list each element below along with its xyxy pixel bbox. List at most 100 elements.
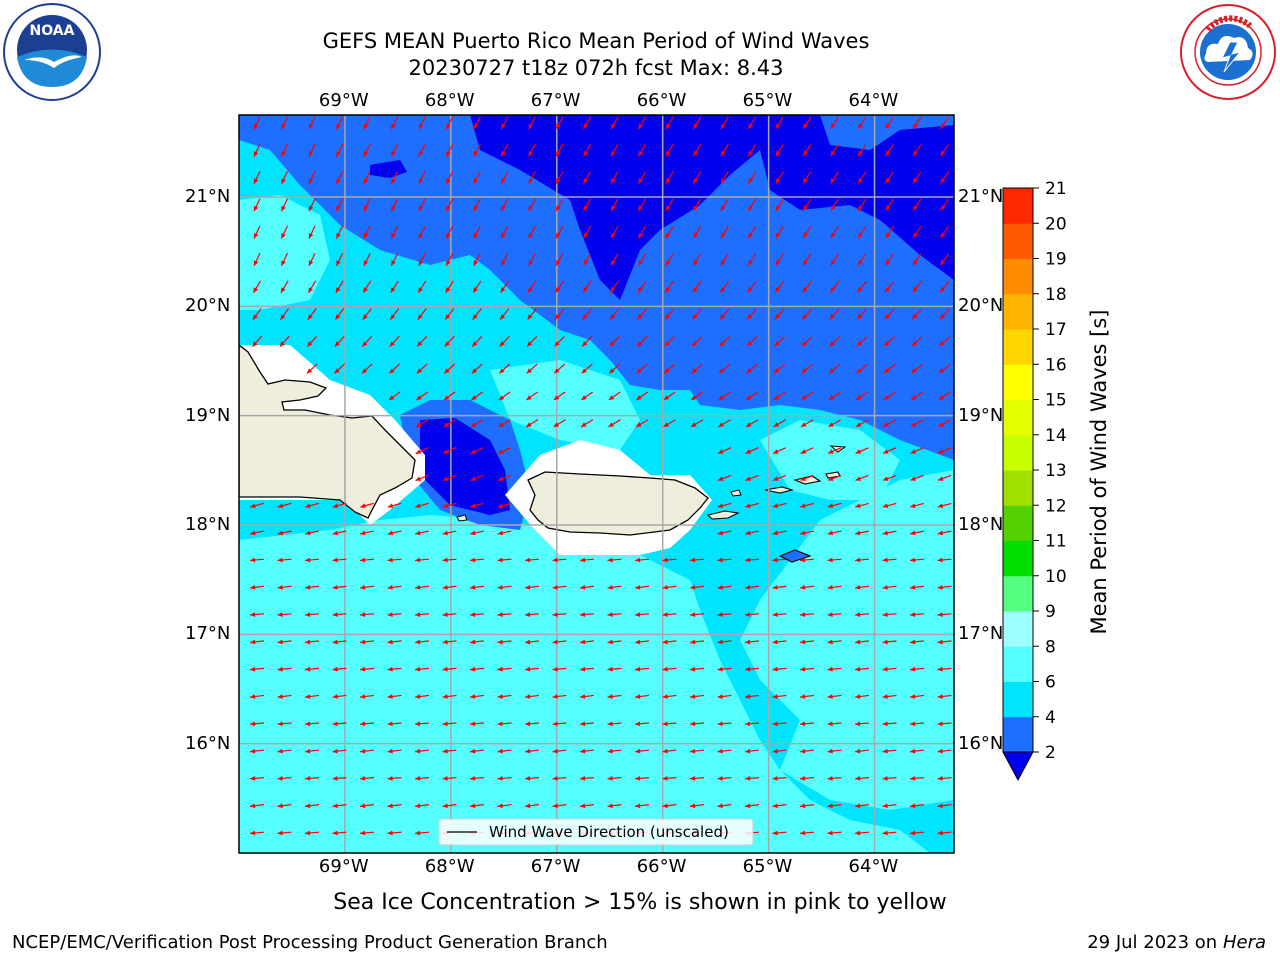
wave-direction-arrow	[799, 803, 815, 809]
wave-direction-arrow	[937, 557, 952, 563]
wave-direction-arrow	[332, 612, 347, 617]
wave-direction-arrow	[854, 721, 870, 727]
wave-direction-arrow	[607, 694, 622, 699]
wave-direction-arrow	[582, 308, 592, 320]
wave-direction-arrow	[442, 721, 457, 727]
wave-direction-arrow	[361, 335, 373, 347]
wave-direction-arrow	[361, 363, 373, 374]
wave-direction-arrow	[665, 171, 674, 184]
wave-direction-arrow	[911, 363, 923, 374]
wave-direction-arrow	[801, 363, 813, 374]
wave-direction-arrow	[388, 391, 401, 401]
wave-direction-arrow	[827, 557, 842, 563]
wave-direction-arrow	[800, 391, 814, 401]
wave-direction-arrow	[582, 116, 592, 130]
wave-direction-arrow	[689, 721, 705, 727]
wave-direction-arrow	[526, 335, 538, 347]
wave-direction-arrow	[909, 557, 925, 563]
wave-direction-arrow	[634, 557, 650, 563]
wave-direction-arrow	[608, 363, 621, 374]
wave-direction-arrow	[469, 775, 485, 781]
colorbar-tick-label: 10	[1045, 567, 1067, 587]
island-virgin-islands-2	[793, 475, 822, 485]
wave-direction-arrow	[772, 748, 787, 754]
wave-direction-arrow	[772, 775, 787, 781]
wave-direction-arrow	[775, 198, 784, 212]
colorbar-segment	[1003, 364, 1033, 400]
noaa-logo-text: NOAA	[30, 23, 75, 39]
wave-direction-arrow	[607, 584, 622, 590]
wave-direction-arrow	[387, 612, 402, 617]
wave-direction-arrow	[883, 391, 896, 401]
wave-direction-arrow	[855, 391, 869, 401]
wave-direction-arrow	[775, 171, 784, 184]
wave-direction-arrow	[417, 308, 427, 321]
wave-direction-arrow	[444, 335, 455, 347]
wave-direction-arrow	[800, 530, 814, 536]
wave-direction-arrow	[718, 419, 731, 428]
wave-direction-arrow	[607, 748, 622, 754]
wave-direction-arrow	[445, 143, 454, 157]
wave-direction-arrow	[662, 775, 677, 781]
wave-direction-arrow	[497, 639, 512, 645]
lon-tick-label: 68°W	[424, 856, 475, 877]
wave-direction-arrow	[334, 335, 345, 347]
wave-direction-arrow	[582, 225, 592, 239]
lon-tick-label: 69°W	[318, 90, 369, 111]
wave-direction-arrow	[414, 721, 430, 727]
wave-direction-arrow	[637, 143, 647, 157]
wave-direction-arrow	[332, 721, 347, 727]
wave-direction-arrow	[827, 584, 842, 590]
wave-direction-arrow	[469, 721, 485, 727]
wave-direction-arrow	[335, 198, 344, 212]
wave-direction-arrow	[469, 612, 485, 617]
wave-direction-arrow	[772, 474, 787, 481]
wave-direction-arrow	[940, 198, 949, 211]
wave-direction-arrow	[472, 308, 482, 320]
wave-direction-arrow	[745, 474, 759, 481]
wave-direction-arrow	[277, 830, 292, 836]
wave-direction-arrow	[662, 748, 677, 754]
wave-direction-arrow	[552, 775, 567, 781]
wave-direction-arrow	[717, 557, 732, 563]
wave-direction-arrow	[334, 308, 345, 321]
colorbar-tick-label: 19	[1045, 250, 1067, 270]
colorbar-segment	[1003, 399, 1033, 436]
wave-direction-arrow	[937, 639, 952, 645]
wave-direction-arrow	[552, 748, 567, 754]
wave-direction-arrow	[800, 447, 814, 454]
wave-direction-arrow	[827, 612, 842, 617]
wave-direction-arrow	[717, 748, 732, 754]
wave-direction-arrow	[277, 612, 292, 617]
wave-direction-arrow	[497, 748, 512, 754]
wave-direction-arrow	[937, 584, 952, 590]
wave-direction-arrow	[414, 639, 430, 645]
wave-direction-arrow	[938, 419, 951, 428]
wave-direction-arrow	[249, 830, 265, 836]
wave-direction-arrow	[497, 612, 512, 617]
wave-direction-arrow	[277, 666, 292, 672]
wave-direction-arrow	[635, 419, 649, 428]
wave-direction-arrow	[772, 803, 787, 809]
wave-direction-arrow	[500, 116, 509, 130]
wave-direction-arrow	[414, 694, 430, 699]
lat-tick-label: 18°N	[185, 514, 231, 535]
wave-direction-arrow	[308, 198, 316, 212]
wave-direction-arrow	[720, 225, 729, 239]
wave-direction-arrow	[472, 280, 482, 293]
wave-direction-arrow	[607, 639, 622, 645]
wave-direction-arrow	[363, 143, 371, 157]
wave-direction-arrow	[663, 391, 676, 401]
wave-direction-arrow	[306, 335, 318, 348]
wave-direction-arrow	[747, 144, 757, 157]
wave-direction-arrow	[884, 308, 895, 320]
wave-direction-arrow	[773, 391, 786, 401]
wave-direction-arrow	[855, 419, 869, 428]
wave-direction-arrow	[692, 144, 702, 157]
wave-direction-arrow	[747, 116, 757, 130]
wave-direction-arrow	[747, 253, 757, 266]
wave-direction-arrow	[528, 116, 536, 130]
wave-direction-arrow	[304, 612, 320, 617]
wave-direction-arrow	[745, 502, 759, 509]
wave-direction-arrow	[418, 225, 426, 239]
